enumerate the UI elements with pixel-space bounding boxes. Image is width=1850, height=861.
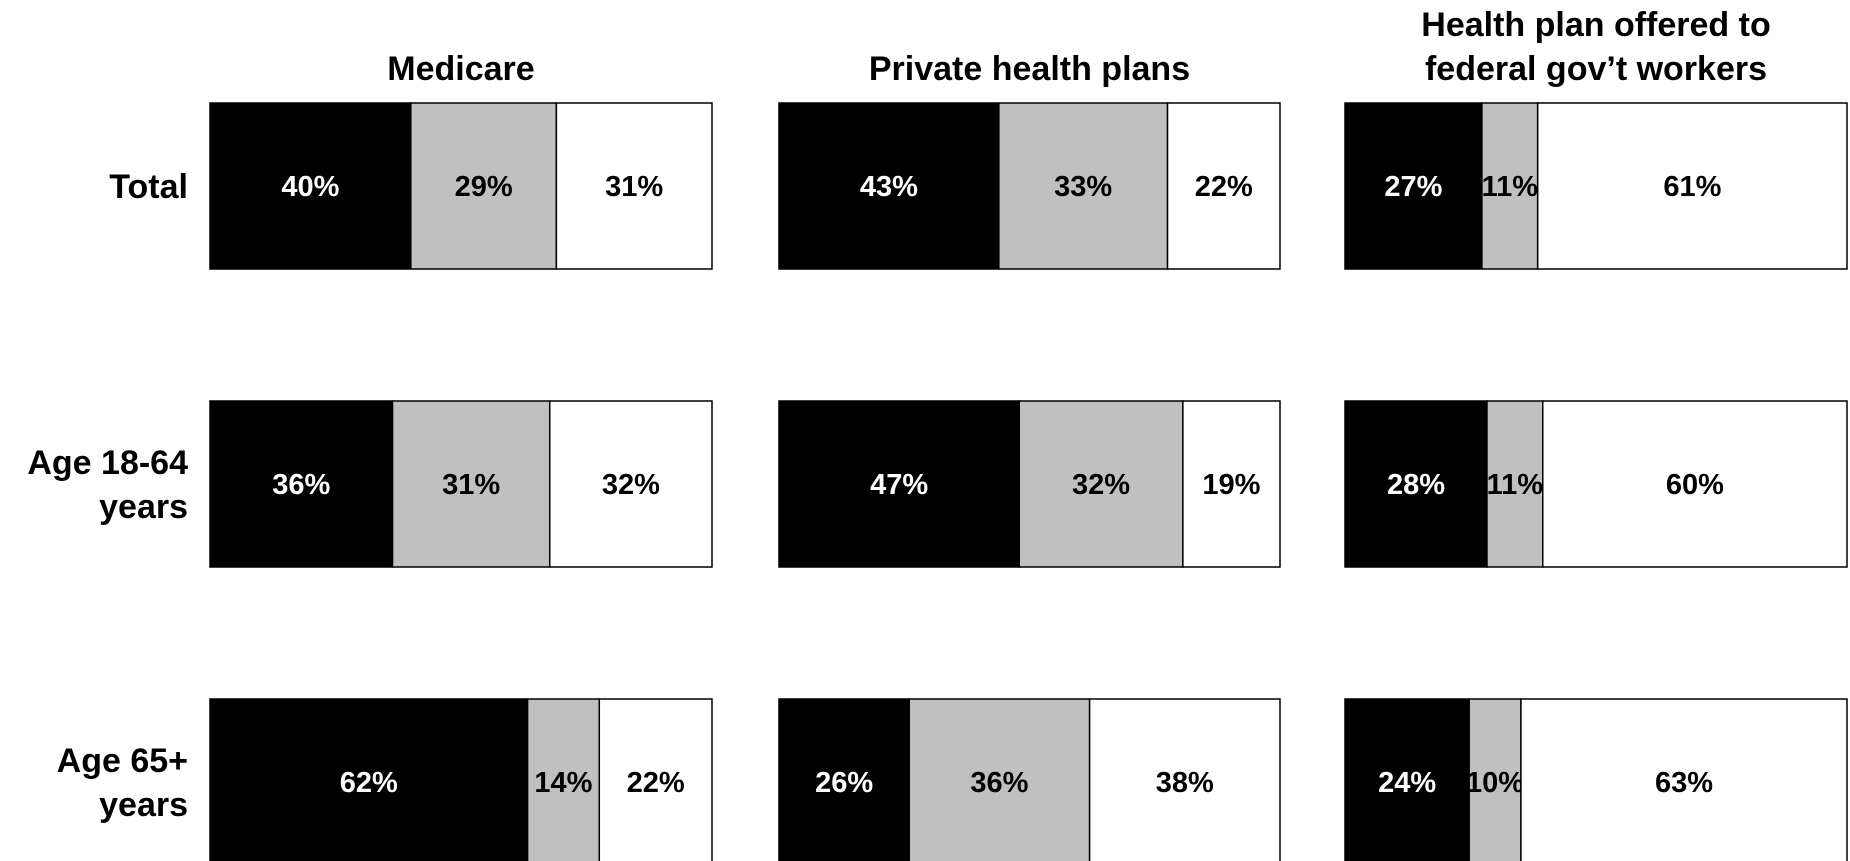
data-label: 29% <box>455 171 513 203</box>
bar-segment <box>1481 102 1539 270</box>
bar-segment <box>548 400 713 568</box>
bar-segment <box>1344 102 1483 270</box>
data-label: 22% <box>627 767 685 799</box>
bar-segment <box>1166 102 1281 270</box>
panel-title: Health plan offered to <box>1421 6 1770 44</box>
row-label: years <box>99 488 188 526</box>
bar-segment <box>1344 400 1488 568</box>
data-label: 47% <box>870 469 928 501</box>
bar-segment <box>1182 400 1281 568</box>
bar-segment <box>1088 698 1281 861</box>
bar-segment <box>1344 698 1470 861</box>
data-label: 33% <box>1054 171 1112 203</box>
panel-title: Medicare <box>387 50 534 88</box>
data-label: 60% <box>1666 469 1724 501</box>
bar-segment <box>778 102 1000 270</box>
data-label: 40% <box>281 171 339 203</box>
bar-segment <box>1486 400 1544 568</box>
bar-segment <box>209 102 412 270</box>
data-label: 38% <box>1156 767 1214 799</box>
data-label: 14% <box>534 767 592 799</box>
bar-segment <box>908 698 1091 861</box>
data-label: 22% <box>1195 171 1253 203</box>
bar-segment <box>998 102 1169 270</box>
bar-segment <box>391 400 551 568</box>
bar-segment <box>598 698 713 861</box>
bar-segment <box>555 102 713 270</box>
data-label: 28% <box>1387 469 1445 501</box>
row-label: years <box>99 786 188 824</box>
bar-segment <box>1520 698 1848 861</box>
bar-segment <box>1018 400 1184 568</box>
data-label: 27% <box>1384 171 1442 203</box>
data-label: 36% <box>272 469 330 501</box>
data-label: 63% <box>1655 767 1713 799</box>
data-label: 62% <box>340 767 398 799</box>
bar-segment <box>778 698 911 861</box>
panel-title: federal gov’t workers <box>1425 50 1767 88</box>
data-label: 19% <box>1202 469 1260 501</box>
data-label: 31% <box>605 171 663 203</box>
data-label: 11% <box>1487 469 1544 501</box>
bar-segment <box>410 102 558 270</box>
bar-segment <box>1542 400 1848 568</box>
data-label: 31% <box>442 469 500 501</box>
panel-title: Private health plans <box>869 50 1190 88</box>
data-label: 61% <box>1663 171 1721 203</box>
data-label: 32% <box>602 469 660 501</box>
bar-segment <box>209 400 394 568</box>
bar-segment <box>1536 102 1848 270</box>
data-label: 24% <box>1378 767 1436 799</box>
data-label: 43% <box>860 171 918 203</box>
bar-segment <box>209 698 529 861</box>
data-label: 10% <box>1466 767 1524 799</box>
row-label: Age 18-64 <box>27 444 188 482</box>
data-label: 26% <box>815 767 873 799</box>
data-label: 36% <box>970 767 1028 799</box>
bar-segment <box>778 400 1021 568</box>
data-label: 32% <box>1072 469 1130 501</box>
data-label: 11% <box>1482 171 1539 203</box>
row-label: Total <box>109 168 188 206</box>
row-label: Age 65+ <box>57 742 188 780</box>
